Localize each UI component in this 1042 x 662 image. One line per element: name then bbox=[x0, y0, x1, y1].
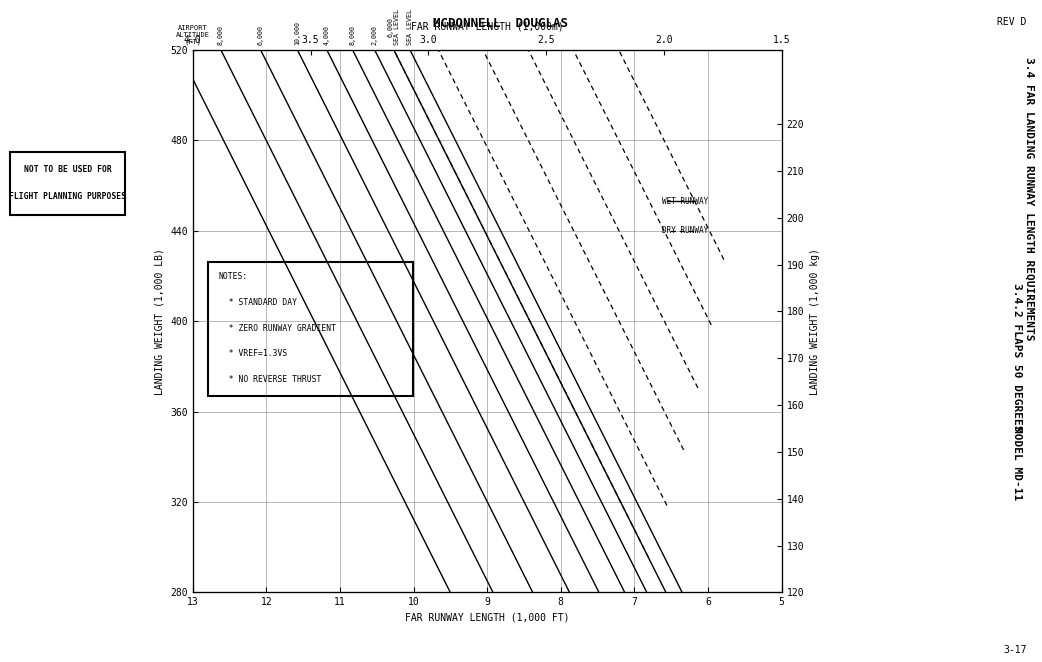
Text: 3.4 FAR LANDING RUNWAY LENGTH REQUIREMENTS: 3.4 FAR LANDING RUNWAY LENGTH REQUIREMEN… bbox=[1024, 57, 1035, 340]
Text: * ZERO RUNWAY GRADIENT: * ZERO RUNWAY GRADIENT bbox=[219, 324, 336, 332]
Text: 8,000: 8,000 bbox=[349, 25, 355, 45]
Text: NOTES:: NOTES: bbox=[219, 273, 248, 281]
Text: * STANDARD DAY: * STANDARD DAY bbox=[219, 298, 297, 307]
X-axis label: FAR RUNWAY LENGTH (1,000m): FAR RUNWAY LENGTH (1,000m) bbox=[411, 21, 564, 31]
Text: MCDONNELL  DOUGLAS: MCDONNELL DOUGLAS bbox=[432, 17, 568, 30]
Text: NOT TO BE USED FOR: NOT TO BE USED FOR bbox=[24, 166, 111, 174]
Text: 8,000: 8,000 bbox=[218, 25, 224, 45]
Y-axis label: LANDING WEIGHT (1,000 kg): LANDING WEIGHT (1,000 kg) bbox=[810, 248, 820, 395]
X-axis label: FAR RUNWAY LENGTH (1,000 FT): FAR RUNWAY LENGTH (1,000 FT) bbox=[405, 613, 569, 623]
Text: MODEL MD-11: MODEL MD-11 bbox=[1012, 426, 1022, 500]
Text: FLIGHT PLANNING PURPOSES: FLIGHT PLANNING PURPOSES bbox=[9, 192, 126, 201]
Text: DRY RUNWAY: DRY RUNWAY bbox=[662, 226, 708, 235]
Text: AIRPORT
ALTITUDE
(FT): AIRPORT ALTITUDE (FT) bbox=[176, 24, 209, 45]
Text: 6,000
SEA LEVEL: 6,000 SEA LEVEL bbox=[388, 9, 400, 45]
Text: 2,000: 2,000 bbox=[372, 25, 377, 45]
Text: 4,000: 4,000 bbox=[324, 25, 329, 45]
Text: 10,000: 10,000 bbox=[294, 21, 300, 45]
Text: REV D: REV D bbox=[997, 17, 1026, 26]
Text: 3-17: 3-17 bbox=[1002, 645, 1026, 655]
Text: WET RUNWAY: WET RUNWAY bbox=[662, 197, 708, 206]
Text: * VREF=1.3VS: * VREF=1.3VS bbox=[219, 350, 287, 358]
Y-axis label: LANDING WEIGHT (1,000 LB): LANDING WEIGHT (1,000 LB) bbox=[154, 248, 165, 395]
Text: * NO REVERSE THRUST: * NO REVERSE THRUST bbox=[219, 375, 321, 384]
Text: 3.4.2 FLAPS 50 DEGREES: 3.4.2 FLAPS 50 DEGREES bbox=[1012, 283, 1022, 432]
Text: 6,000: 6,000 bbox=[257, 25, 264, 45]
Text: SEA LEVEL: SEA LEVEL bbox=[406, 9, 413, 45]
